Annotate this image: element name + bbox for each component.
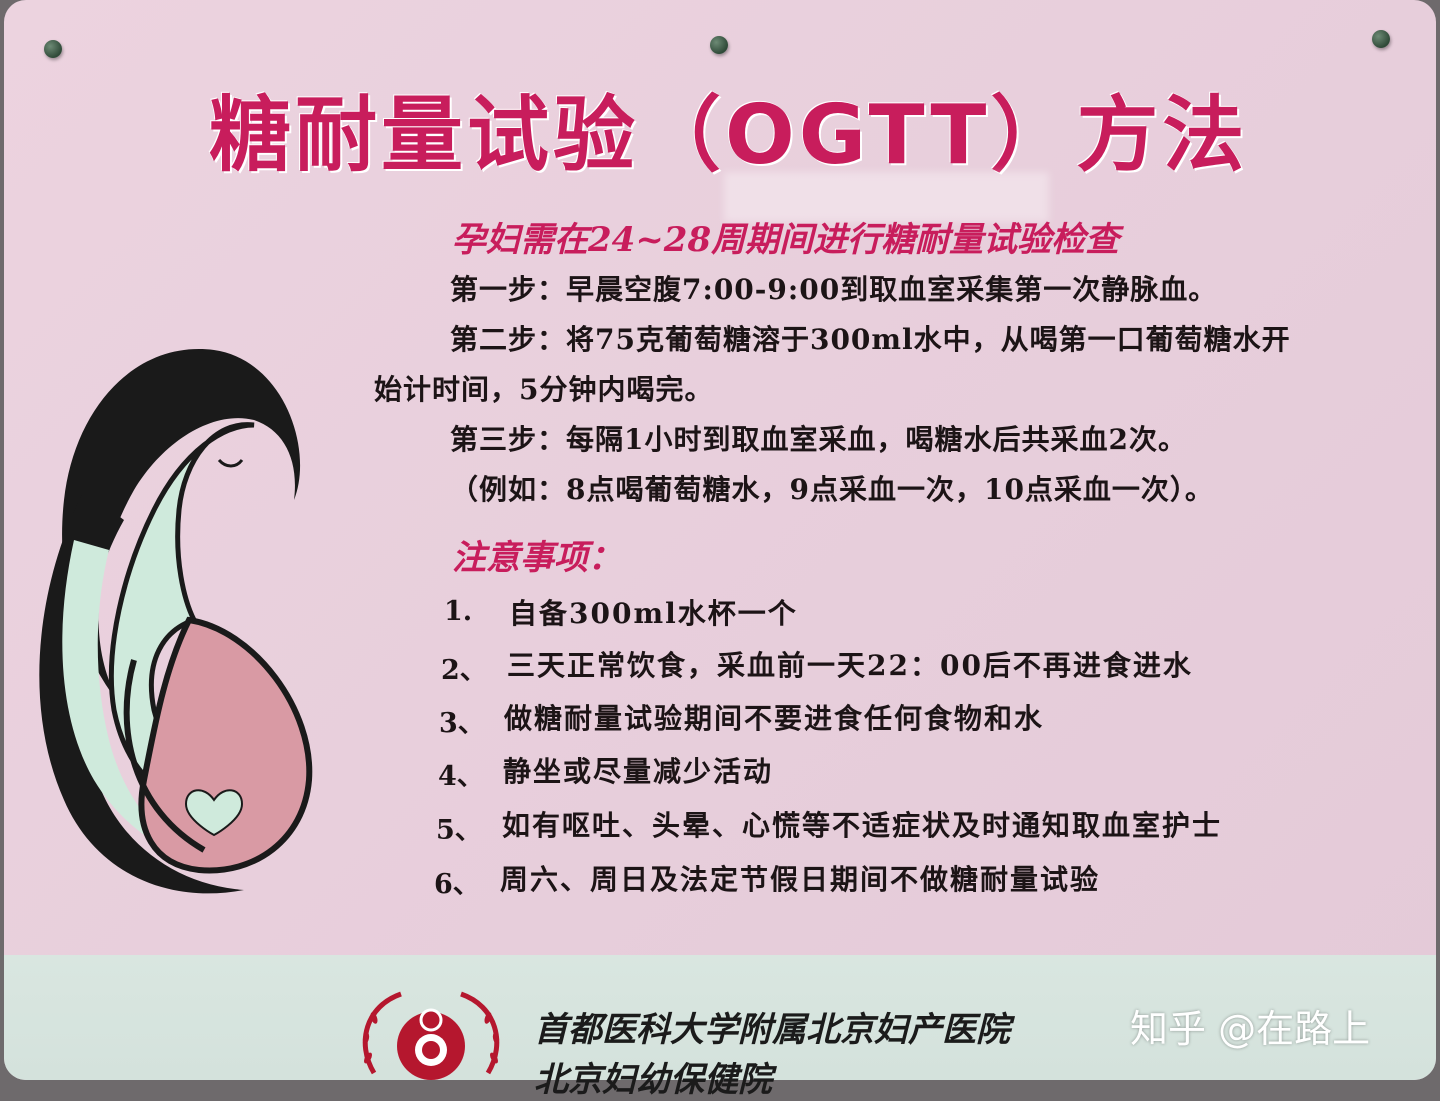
note-number: 5、 — [436, 815, 482, 846]
note-number: 3、 — [439, 708, 485, 739]
light-glare — [724, 172, 1049, 222]
hospital-name-line-2: 北京妇幼保健院 — [534, 1060, 772, 1100]
heart-icon — [184, 789, 244, 837]
pushpin-icon — [710, 36, 728, 54]
note-text: 周六、周日及法定节假日期间不做糖耐量试验 — [500, 863, 1101, 896]
note-text: 自备300ml水杯一个 — [509, 597, 798, 630]
pushpin-icon — [1372, 30, 1390, 48]
hospital-logo — [362, 991, 500, 1080]
step-line-5: （例如：8点喝葡萄糖水，9点采血一次，10点采血一次）。 — [450, 473, 1214, 506]
poster-board: 糖耐量试验（OGTT）方法 孕妇需在24~28周期间进行糖耐量试验检查 第一步：… — [4, 0, 1436, 1100]
note-text: 三天正常饮食，采血前一天22：00后不再进食进水 — [507, 649, 1193, 682]
step-line-4: 第三步：每隔1小时到取血室采血，喝糖水后共采血2次。 — [450, 423, 1187, 456]
note-number: 1. — [444, 596, 473, 627]
hospital-name-line-1: 首都医科大学附属北京妇产医院 — [534, 1010, 1010, 1050]
notes-title: 注意事项： — [452, 538, 622, 578]
note-number: 4、 — [438, 761, 484, 792]
note-text: 如有呕吐、头晕、心慌等不适症状及时通知取血室护士 — [502, 809, 1223, 842]
poster-title: 糖耐量试验（OGTT）方法 — [209, 88, 1249, 183]
note-text: 静坐或尽量减少活动 — [503, 755, 774, 788]
note-number: 6、 — [434, 869, 480, 900]
poster-footer — [4, 955, 1436, 1080]
note-number: 2、 — [441, 655, 487, 686]
step-line-1: 第一步：早晨空腹7:00-9:00到取血室采集第一次静脉血。 — [450, 273, 1218, 306]
note-text: 做糖耐量试验期间不要进食任何食物和水 — [504, 702, 1045, 735]
step-line-3: 始计时间，5分钟内喝完。 — [374, 373, 714, 406]
zhihu-watermark: 知乎 @在路上 — [1130, 1007, 1371, 1051]
pushpin-icon — [44, 40, 62, 58]
poster-subtitle: 孕妇需在24~28周期间进行糖耐量试验检查 — [452, 220, 1120, 260]
step-line-2: 第二步：将75克葡萄糖溶于300ml水中，从喝第一口葡萄糖水开 — [450, 323, 1291, 356]
pregnant-woman-illustration — [39, 349, 313, 894]
